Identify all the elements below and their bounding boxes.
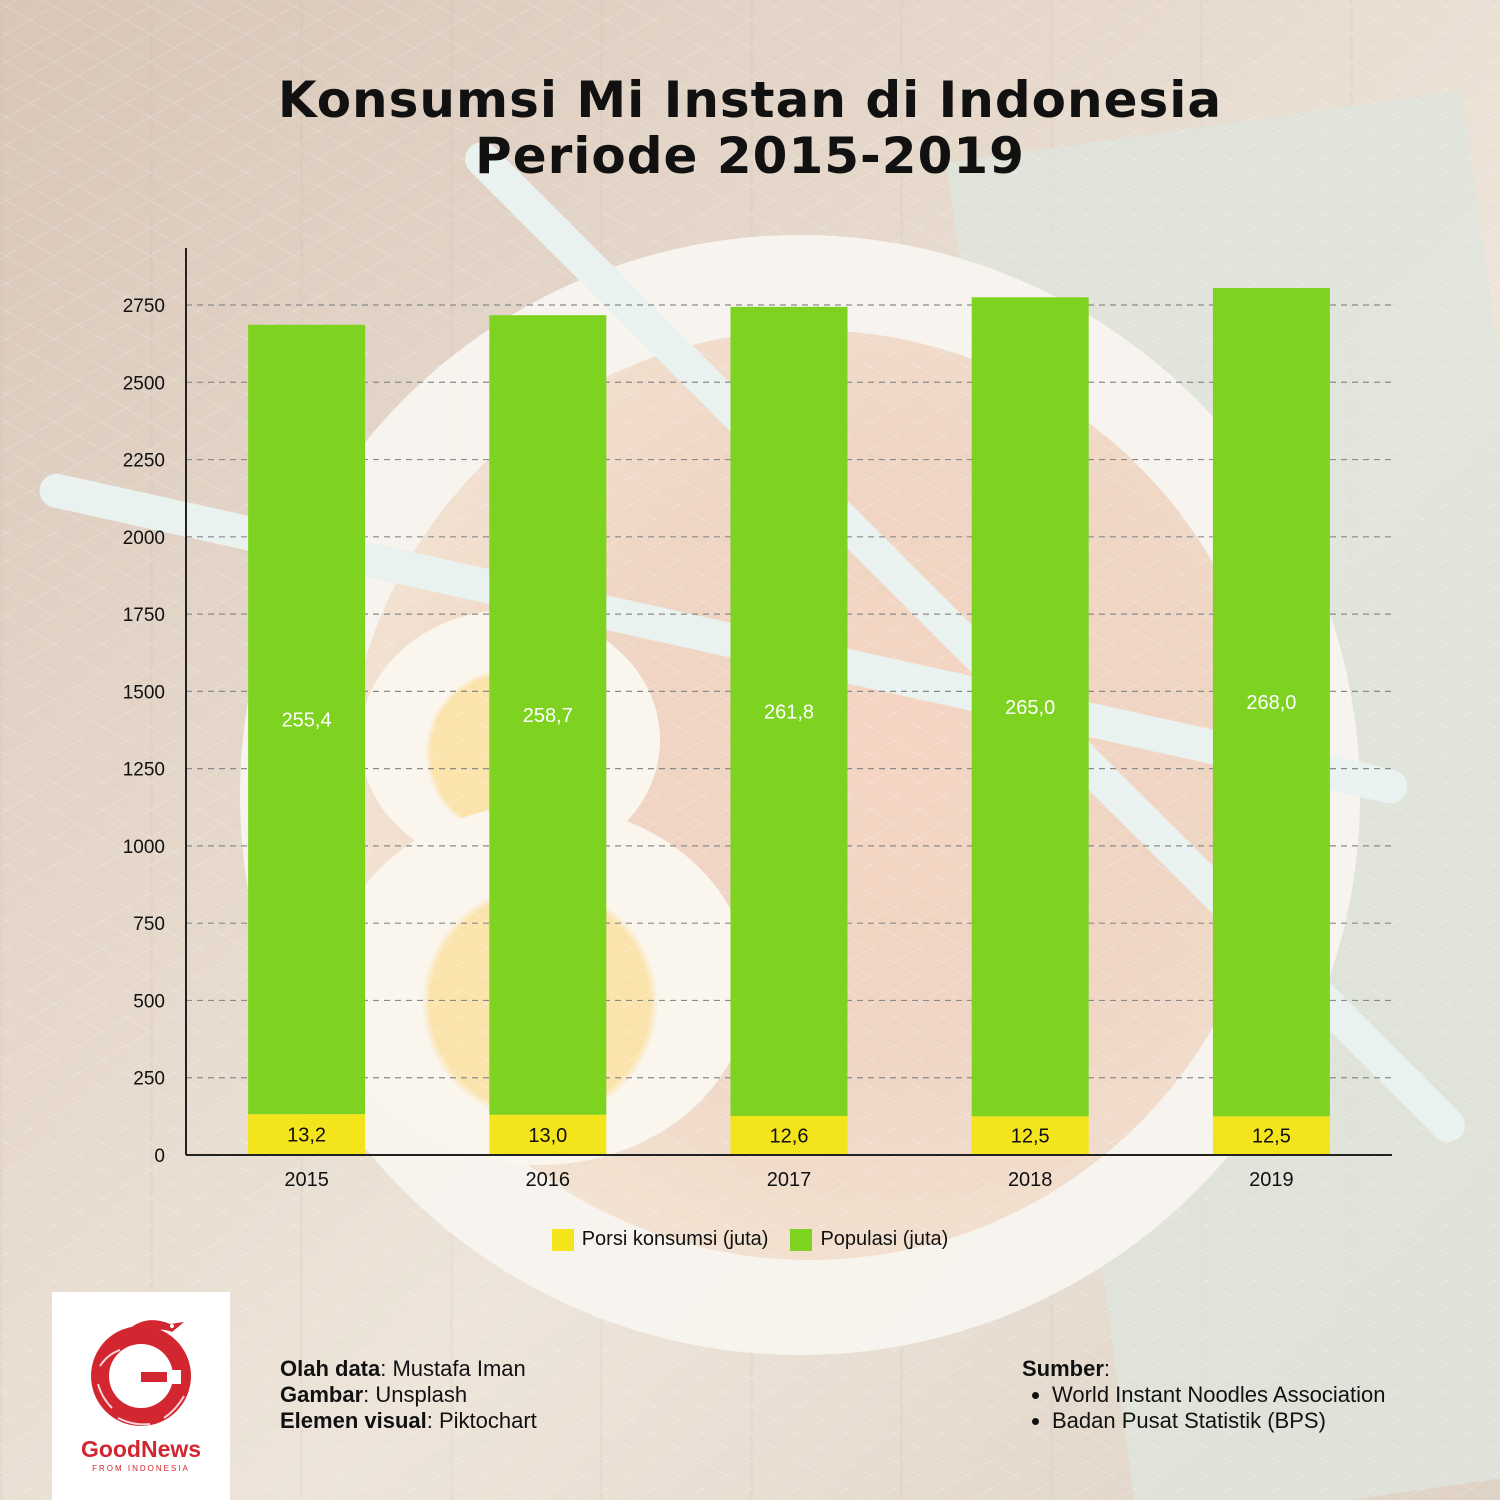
credit-value: : Mustafa Iman [380,1356,526,1381]
credits-block: Olah data: Mustafa Iman Gambar: Unsplash… [280,1356,537,1434]
bar-porsi [1212,1116,1330,1155]
data-label-populasi: 255,4 [282,709,332,731]
legend-label: Populasi (juta) [820,1228,949,1250]
credit-value: : Piktochart [426,1408,537,1433]
legend: Porsi konsumsi (juta) Populasi (juta) [0,1228,1500,1251]
y-tick-label: 1000 [123,837,165,858]
y-tick-label: 1250 [123,760,165,781]
x-tick-label: 2016 [526,1169,571,1191]
y-tick-label: 750 [133,914,165,935]
y-tick-label: 250 [133,1069,165,1090]
credit-line: Gambar: Unsplash [280,1382,537,1408]
data-label-porsi: 12,6 [770,1126,809,1148]
x-tick-label: 2018 [1008,1169,1053,1191]
sources-heading-text: Sumber [1022,1356,1104,1381]
logo-wordmark: GoodNews [80,1436,202,1462]
sources-list: World Instant Noodles Association Badan … [1022,1382,1385,1434]
bar-populasi [489,315,607,1115]
bar-porsi [489,1114,607,1155]
y-tick-label: 500 [133,991,165,1012]
legend-swatch-yellow [551,1228,574,1251]
credit-key: Gambar [280,1382,364,1407]
y-tick-label: 2500 [123,373,165,394]
bar-porsi [971,1116,1089,1155]
data-label-populasi: 268,0 [1246,692,1296,714]
credit-key: Olah data [280,1356,381,1381]
title-line-2: Periode 2015-2019 [475,127,1025,185]
bar-populasi [730,306,848,1117]
data-label-porsi: 13,0 [528,1125,567,1147]
bar-porsi [730,1116,848,1155]
y-tick-label: 2250 [123,451,165,472]
data-label-porsi: 13,2 [287,1125,326,1147]
y-tick-label: 2000 [123,528,165,549]
data-label-populasi: 265,0 [1005,697,1055,719]
y-tick-label: 0 [154,1146,165,1167]
legend-label: Porsi konsumsi (juta) [581,1228,769,1250]
source-item: Badan Pusat Statistik (BPS) [1052,1408,1385,1434]
title-line-1: Konsumsi Mi Instan di Indonesia [277,71,1223,129]
goodnews-logo: GoodNews FROM INDONESIA [52,1292,230,1500]
credit-value: : Unsplash [363,1382,468,1407]
source-item: World Instant Noodles Association [1052,1382,1385,1408]
sources-heading: Sumber: [1022,1356,1385,1382]
bar-porsi [248,1114,366,1155]
credit-line: Elemen visual: Piktochart [280,1408,537,1434]
sources-heading-colon: : [1103,1356,1111,1381]
y-tick-label: 2750 [123,296,165,317]
data-label-populasi: 258,7 [523,705,573,727]
bar-populasi [971,297,1089,1117]
data-label-porsi: 12,5 [1252,1126,1291,1148]
y-tick-label: 1750 [123,605,165,626]
credit-line: Olah data: Mustafa Iman [280,1356,537,1382]
sources-block: Sumber: World Instant Noodles Associatio… [1022,1356,1385,1434]
x-tick-label: 2015 [284,1169,329,1191]
garuda-logo-icon [91,1320,191,1426]
bar-populasi [248,324,366,1115]
y-tick-label: 1500 [123,682,165,703]
bar-populasi [1212,288,1330,1117]
data-label-populasi: 261,8 [764,701,814,723]
data-label-porsi: 12,5 [1011,1126,1050,1148]
legend-swatch-green [790,1228,813,1251]
legend-item-porsi: Porsi konsumsi (juta) [551,1228,769,1251]
logo-tagline: FROM INDONESIA [92,1464,190,1473]
credit-key: Elemen visual [280,1408,427,1433]
x-tick-label: 2017 [767,1169,812,1191]
legend-item-populasi: Populasi (juta) [790,1228,948,1251]
chart-title: Konsumsi Mi Instan di Indonesia Periode … [0,72,1500,184]
x-tick-label: 2019 [1249,1169,1294,1191]
